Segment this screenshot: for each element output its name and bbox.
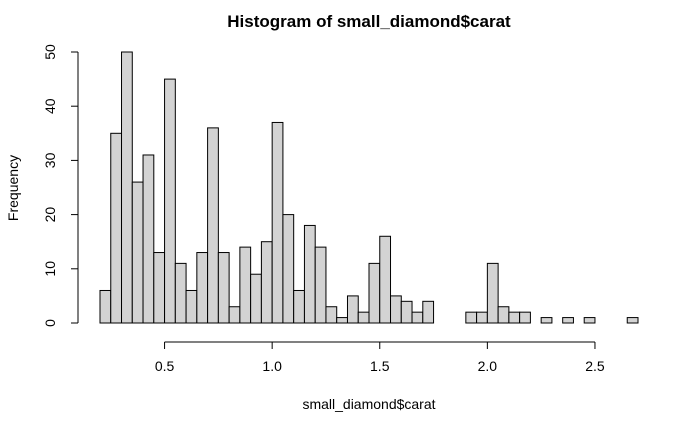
histogram-bar [228,306,241,324]
histogram-bar [336,317,348,324]
histogram-bar [346,295,359,324]
histogram-bar [239,246,252,324]
histogram-bar [260,241,273,324]
y-tick-label: 30 [42,152,58,168]
y-tick-label: 20 [42,207,58,223]
histogram-bar [217,252,230,324]
y-tick-label: 50 [42,44,58,60]
histogram-bar [583,317,596,324]
histogram-bar [282,214,295,324]
chart-title: Histogram of small_diamond$carat [227,12,511,31]
histogram-bar [164,78,176,324]
histogram-bar [540,317,553,324]
histogram-bar [314,246,327,324]
x-tick-label: 1.5 [370,358,390,374]
x-axis: 0.5 1.0 1.5 2.0 2.5 [155,341,605,374]
histogram-bar [142,154,155,324]
histogram-bar [411,311,424,324]
x-tick-label: 1.0 [262,358,282,374]
histogram-bar [508,311,521,324]
y-tick-label: 40 [42,98,58,114]
histogram-bar [99,289,112,324]
histogram-bar [368,262,381,324]
histogram-bar [486,262,499,324]
histogram-bar [400,300,413,324]
histogram-bar [153,252,166,324]
histogram-bar [121,51,133,324]
histogram-bar [390,295,402,324]
histogram-bar [293,289,305,324]
x-axis-label: small_diamond$carat [302,396,435,412]
histogram-bar [325,306,338,324]
histogram-bar [271,121,284,324]
bars-group [99,51,639,324]
x-tick-label: 2.0 [478,358,498,374]
histogram-bar [196,252,209,324]
histogram-bar [476,311,488,324]
histogram-bar [185,289,198,324]
histogram-bar [519,311,531,324]
histogram-bar [207,127,219,324]
x-tick-label: 2.5 [585,358,605,374]
y-axis-label: Frequency [5,155,21,221]
y-axis: 0 10 20 30 40 50 [42,44,79,327]
histogram-bar [626,317,639,324]
histogram-bar [131,181,144,324]
histogram-bar [562,317,574,324]
histogram-bar [379,235,392,324]
y-tick-label: 10 [42,261,58,277]
y-tick-label: 0 [42,319,58,327]
histogram-bar [303,224,316,324]
histogram-bar [357,311,370,324]
histogram-bar [250,273,262,324]
histogram-bar [110,132,123,324]
histogram-bar [174,262,187,324]
histogram-bar [422,300,435,324]
histogram-bar [497,306,510,324]
histogram-bar [465,311,478,324]
x-tick-label: 0.5 [155,358,175,374]
